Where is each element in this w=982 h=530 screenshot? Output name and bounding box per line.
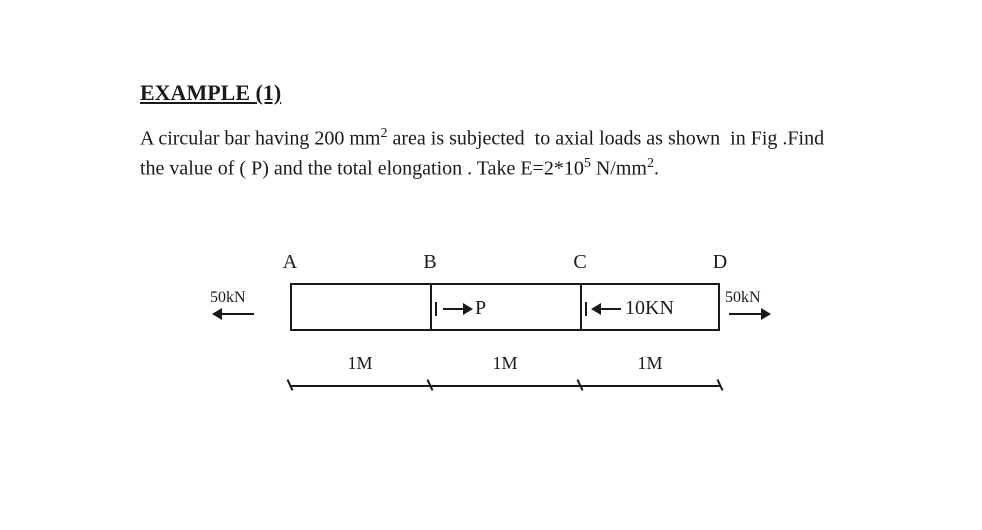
section-label-b: B xyxy=(423,251,436,274)
section-label-a: A xyxy=(283,251,297,274)
dim-label-0: 1M xyxy=(347,353,372,374)
section-line-b xyxy=(430,283,432,331)
dim-label-1: 1M xyxy=(492,353,517,374)
section-label-c: C xyxy=(573,251,586,274)
problem-statement: A circular bar having 200 mm2 area is su… xyxy=(140,124,842,183)
force-left: 50kN xyxy=(210,289,258,315)
internal-load-1: 10KN xyxy=(585,297,674,320)
dim-label-2: 1M xyxy=(637,353,662,374)
section-label-d: D xyxy=(713,251,727,274)
internal-load-0: P xyxy=(435,297,486,320)
example-title: EXAMPLE (1) xyxy=(140,80,842,106)
section-line-c xyxy=(580,283,582,331)
bar-diagram: A B C D 50kN 50kN P 10KN 1M 1M 1M xyxy=(210,233,770,453)
force-right: 50kN xyxy=(725,289,773,315)
dimension-line xyxy=(290,385,720,387)
